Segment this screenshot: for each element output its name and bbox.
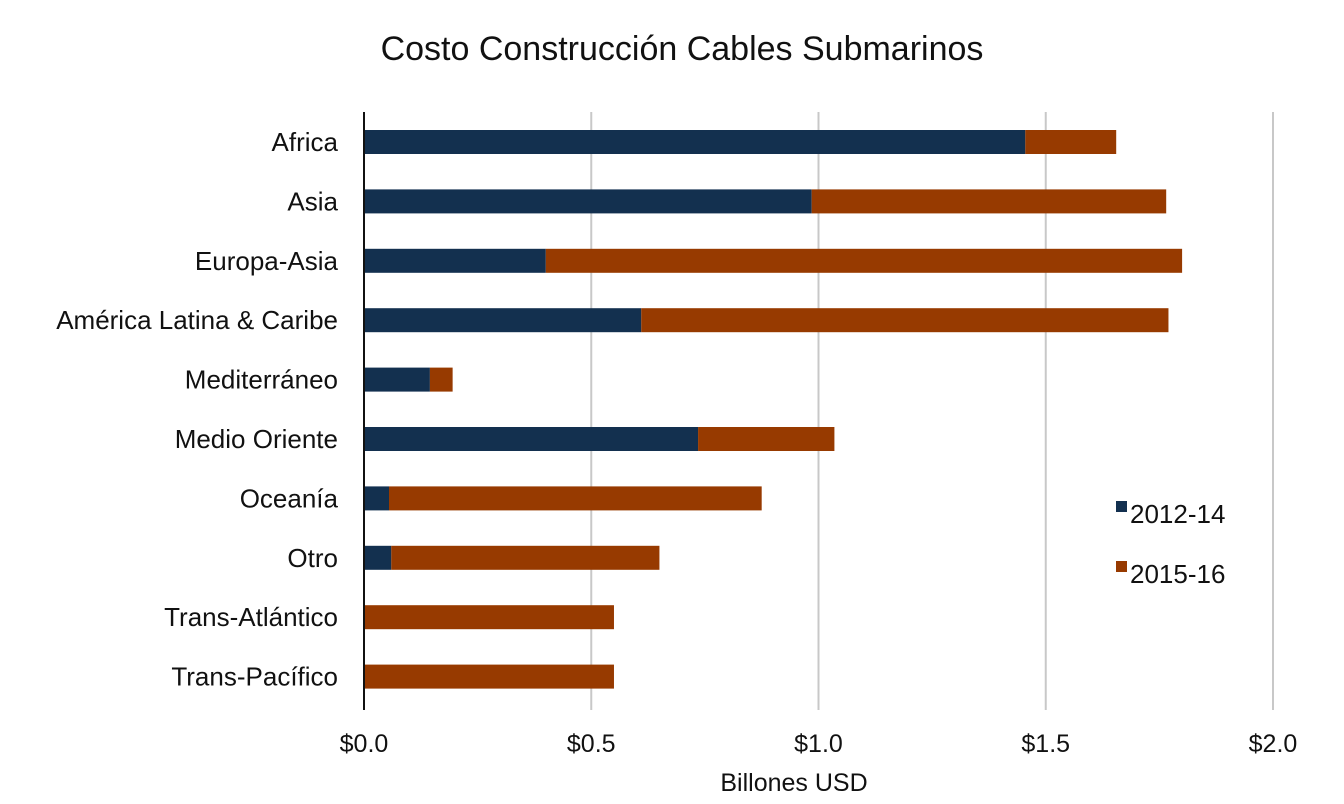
bar-segment-2015-16: [641, 308, 1169, 333]
legend-swatch: [1116, 561, 1127, 572]
x-tick-label: $0.0: [340, 730, 389, 758]
legend: 2012-14 2015-16: [1116, 499, 1225, 589]
x-tick-label: $1.0: [794, 730, 843, 758]
bar-segment-2015-16: [811, 189, 1167, 214]
category-label: Medio Oriente: [175, 424, 338, 454]
bar-segment-2015-16: [545, 248, 1183, 273]
category-label: Europa-Asia: [195, 246, 339, 276]
x-axis-label: Billones USD: [720, 769, 867, 797]
x-tick-label: $0.5: [567, 730, 616, 758]
category-label: Mediterráneo: [185, 365, 338, 395]
bar-segment-2012-14: [364, 248, 546, 273]
bars-layer: [364, 130, 1183, 689]
category-label: Otro: [287, 543, 338, 573]
x-tick-label: $2.0: [1249, 730, 1298, 758]
bar-segment-2015-16: [429, 367, 453, 392]
bar-segment-2015-16: [391, 545, 660, 570]
bar-segment-2012-14: [364, 189, 812, 214]
bar-segment-2012-14: [364, 130, 1026, 154]
bar-segment-2012-14: [364, 545, 392, 570]
category-label: Oceanía: [240, 483, 339, 513]
category-label: Africa: [272, 127, 339, 157]
category-labels: Africa Asia Europa-Asia América Latina & Ca…: [56, 127, 338, 692]
bar-segment-2015-16: [388, 486, 762, 511]
bar-segment-2015-16: [698, 427, 835, 451]
category-label: Asia: [287, 186, 338, 216]
bar-segment-2015-16: [364, 664, 614, 689]
bar-segment-2012-14: [364, 308, 642, 333]
bar-segment-2012-14: [364, 486, 389, 511]
category-label: Trans-Atlántico: [164, 602, 338, 632]
bar-segment-2012-14: [364, 367, 430, 392]
category-label: Trans-Pacífico: [171, 662, 338, 692]
bar-segment-2012-14: [364, 427, 699, 451]
legend-swatch: [1116, 501, 1127, 512]
category-label: América Latina & Caribe: [56, 305, 338, 335]
x-tick-labels: $0.0 $0.5 $1.0 $1.5 $2.0: [340, 730, 1298, 758]
legend-label: 2015-16: [1130, 559, 1225, 589]
chart-title: Costo Construcción Cables Submarinos: [381, 30, 984, 68]
bar-segment-2015-16: [1025, 130, 1117, 154]
legend-label: 2012-14: [1130, 499, 1225, 529]
x-tick-label: $1.5: [1021, 730, 1070, 758]
bar-segment-2015-16: [364, 605, 614, 630]
